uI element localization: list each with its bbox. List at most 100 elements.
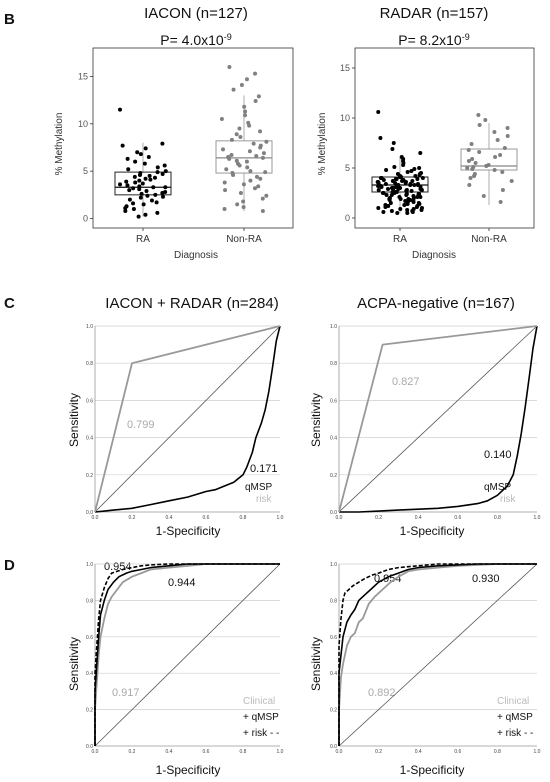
y-tick-label: 0.6 xyxy=(330,635,337,641)
x-axis-label: 1-Specificity xyxy=(156,763,221,777)
data-point xyxy=(138,152,143,157)
y-tick-label: 1.0 xyxy=(86,562,93,568)
chart-roc-combined-iacon-radar: Sensitivity 1-Specificity 0.954 0.944 0.… xyxy=(67,561,284,777)
x-tick-label: 0.0 xyxy=(92,515,99,521)
y-tick-label: 0.2 xyxy=(330,473,337,479)
data-point xyxy=(383,205,388,209)
data-point xyxy=(227,64,232,69)
data-point xyxy=(381,210,386,214)
chart-title: IACON (n=127) xyxy=(144,5,248,22)
data-point xyxy=(509,179,514,183)
data-point xyxy=(381,178,386,182)
data-point xyxy=(409,169,414,173)
legend-risk: + risk - - xyxy=(497,728,533,739)
data-point xyxy=(118,182,123,187)
roc-curve-qmsp xyxy=(94,325,281,513)
data-point xyxy=(239,82,244,87)
data-point xyxy=(493,155,498,159)
x-tick-label: 0.0 xyxy=(336,515,343,521)
data-point xyxy=(417,172,422,176)
y-tick-label: 0.8 xyxy=(86,361,93,367)
data-point xyxy=(264,139,269,144)
roc-curve-clinical xyxy=(338,563,537,746)
y-tick-label: 0.0 xyxy=(330,510,337,516)
data-point xyxy=(223,188,228,193)
data-point xyxy=(231,87,236,92)
data-point xyxy=(222,180,227,185)
data-point xyxy=(160,194,165,199)
data-point xyxy=(417,166,422,170)
data-point xyxy=(418,151,423,155)
data-point xyxy=(131,201,136,206)
data-point xyxy=(248,178,253,183)
auc-risk: 0.827 xyxy=(392,376,420,388)
y-tick-label: 0.2 xyxy=(86,473,93,479)
data-point xyxy=(251,141,256,146)
data-point xyxy=(247,123,252,128)
data-point xyxy=(420,176,425,180)
x-tick-label: 0.6 xyxy=(454,515,461,521)
data-point xyxy=(258,176,263,181)
y-tick-label: 0.4 xyxy=(86,436,93,442)
data-point xyxy=(409,189,414,193)
data-point xyxy=(492,130,497,134)
chart-title: RADAR (n=157) xyxy=(380,5,489,22)
y-tick-label: 0.4 xyxy=(86,671,93,677)
data-point xyxy=(124,179,129,184)
y-tick-label: 0.6 xyxy=(86,398,93,404)
x-tick-label: 1.0 xyxy=(277,515,284,521)
y-tick-label: 0.2 xyxy=(86,708,93,714)
legend-qmsp: qMSP xyxy=(245,482,273,493)
p-value: P= 4.0x10-9 xyxy=(160,32,231,48)
data-point xyxy=(141,202,146,207)
reference-diagonal xyxy=(338,325,538,513)
y-tick-label: 0.6 xyxy=(86,635,93,641)
data-point xyxy=(465,166,470,170)
legend-qmsp: + qMSP xyxy=(243,712,279,723)
y-axis-label: % Methylation xyxy=(54,113,65,176)
data-point xyxy=(466,159,471,163)
data-point xyxy=(418,185,423,189)
y-tick-label: 0.4 xyxy=(330,671,337,677)
x-tick-label: Non-RA xyxy=(226,234,262,245)
data-point xyxy=(383,182,388,186)
roc-curve-risk xyxy=(338,325,538,513)
data-point xyxy=(419,188,424,192)
x-tick-label: 0.4 xyxy=(166,515,173,521)
data-point xyxy=(142,161,147,166)
data-point xyxy=(408,183,413,187)
data-point xyxy=(162,163,167,168)
data-point xyxy=(417,192,422,196)
data-point xyxy=(135,150,140,155)
data-point xyxy=(153,192,158,197)
data-point xyxy=(411,200,416,204)
data-point xyxy=(500,170,505,174)
data-point xyxy=(400,178,405,182)
data-point xyxy=(386,187,391,191)
p-value: P= 8.2x10-9 xyxy=(398,32,469,48)
data-point xyxy=(263,170,268,175)
data-point xyxy=(146,154,151,159)
data-point xyxy=(219,117,224,122)
y-tick-label: 10 xyxy=(340,113,350,123)
data-point xyxy=(254,174,259,179)
data-point xyxy=(145,193,150,198)
data-point xyxy=(238,135,243,140)
x-axis-label: 1-Specificity xyxy=(400,763,465,777)
data-point xyxy=(378,136,383,140)
panel-label-b: B xyxy=(4,11,15,28)
data-point xyxy=(143,146,148,151)
data-point xyxy=(163,185,168,190)
data-point xyxy=(414,205,419,209)
data-point xyxy=(151,185,156,190)
data-point xyxy=(401,163,406,167)
legend-clinical: Clinical xyxy=(497,696,529,707)
plot-frame xyxy=(354,47,535,229)
y-tick-label: 5 xyxy=(345,163,350,173)
data-point xyxy=(127,197,132,202)
panel-label-c: C xyxy=(4,295,15,312)
x-tick-label: 1.0 xyxy=(534,749,541,755)
data-point xyxy=(395,211,400,215)
data-point xyxy=(155,165,160,170)
data-point xyxy=(139,191,144,196)
